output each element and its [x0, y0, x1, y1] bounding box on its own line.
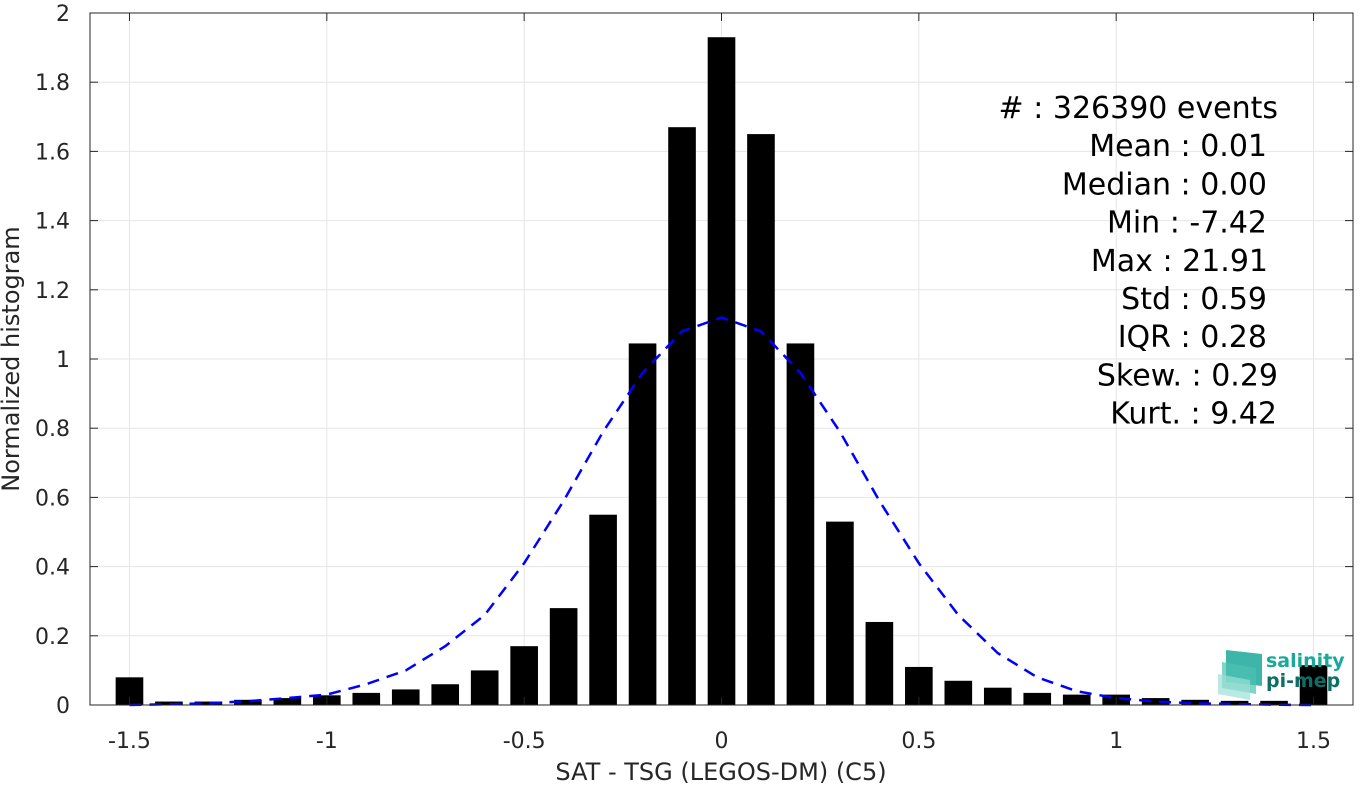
y-tick-label: 0.2: [35, 625, 70, 650]
gaussian-fit-line: [129, 316, 1314, 707]
x-tick-label: -1.5: [108, 729, 151, 754]
y-tick-label: 0.4: [35, 556, 70, 581]
x-tick-label: 1: [1109, 729, 1123, 754]
histogram-bar: [1181, 699, 1209, 705]
histogram-bar: [628, 343, 657, 705]
stat-line: Median : 0.00: [1062, 167, 1267, 202]
histogram-bar: [273, 698, 302, 705]
histogram-bar: [234, 699, 262, 705]
x-tick-label: -1: [316, 729, 338, 754]
histogram-bar: [786, 343, 815, 705]
histogram-bar: [1260, 700, 1288, 705]
histogram-bar: [194, 701, 223, 705]
histogram-bar: [1062, 694, 1091, 705]
histogram-bar: [510, 646, 538, 705]
histogram-bar: [865, 621, 894, 705]
y-tick-label: 2: [56, 2, 70, 27]
gaussian-fit: [129, 316, 1314, 707]
histogram-bar: [707, 37, 736, 706]
logo-line-2: pi-mep: [1266, 670, 1340, 692]
stat-line: Min : -7.42: [1107, 206, 1267, 241]
histogram-bar: [352, 692, 381, 705]
logo-line-1: salinity: [1266, 650, 1345, 672]
histogram-bar: [391, 689, 420, 705]
y-tick-label: 1: [56, 348, 70, 373]
y-tick-label: 1.8: [35, 71, 70, 96]
y-tick-label: 0.6: [35, 486, 70, 511]
x-tick-labels: -1.5 -1 -0.5 0 0.5 1 1.5: [108, 729, 1331, 754]
histogram-bar: [155, 701, 183, 705]
stat-line: Std : 0.59: [1121, 282, 1267, 317]
stat-line: Skew. : 0.29: [1097, 358, 1278, 393]
histogram-bar: [747, 134, 775, 706]
stat-line: # : 326390 events: [999, 91, 1278, 126]
histogram-bar: [589, 514, 617, 705]
histogram-bar: [549, 608, 578, 705]
stat-line: Mean : 0.01: [1089, 129, 1267, 164]
stat-line: IQR : 0.28: [1118, 320, 1267, 355]
x-tick-label: 1.5: [1296, 729, 1331, 754]
y-tick-label: 1.4: [35, 210, 70, 235]
histogram-bar: [944, 680, 973, 705]
axes: [89, 12, 1354, 706]
histogram-bars: [115, 37, 1328, 706]
y-tick-label: 0.8: [35, 417, 70, 442]
histogram-bar: [983, 687, 1012, 705]
histogram-bar: [1220, 700, 1249, 705]
x-tick-label: 0.5: [901, 729, 936, 754]
histogram-bar: [1023, 692, 1052, 705]
stat-line: Kurt. : 9.42: [1110, 397, 1277, 432]
y-tick-label: 0: [56, 694, 70, 719]
y-axis-label: Normalized histogram: [0, 226, 25, 491]
histogram-bar: [668, 127, 696, 706]
histogram-bar: [1141, 698, 1170, 705]
stat-line: Max : 21.91: [1091, 244, 1268, 279]
salinity-pimep-logo: salinity pi-mep: [1218, 650, 1345, 700]
histogram-bar: [470, 670, 499, 705]
y-tick-label: 1.2: [35, 279, 70, 304]
x-tick-label: 0: [715, 729, 729, 754]
x-tick-label: -0.5: [503, 729, 546, 754]
histogram-bar: [826, 521, 854, 705]
histogram-bar: [431, 684, 460, 705]
x-axis-label: SAT - TSG (LEGOS-DM) (C5): [555, 758, 886, 785]
y-tick-labels: 0 0.2 0.4 0.6 0.8 1 1.2 1.4 1.6 1.8 2: [35, 2, 70, 719]
y-tick-label: 1.6: [35, 140, 70, 165]
logo-wave-icon: [1218, 650, 1262, 700]
